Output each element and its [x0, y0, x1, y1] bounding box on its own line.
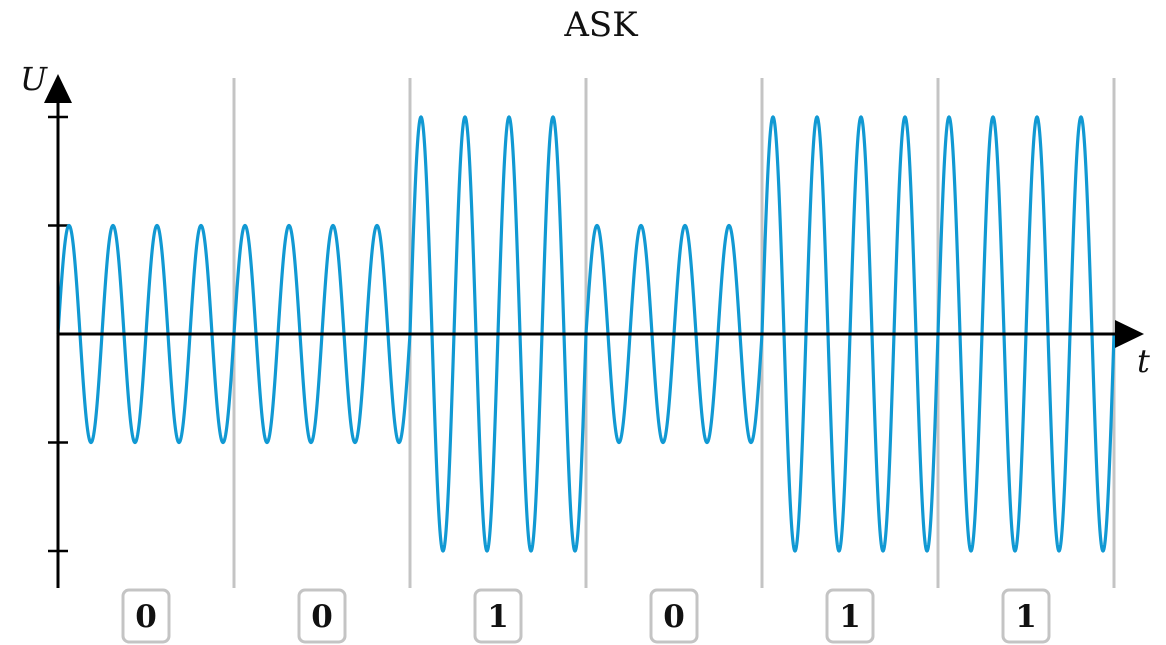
x-axis-label: t	[1137, 342, 1150, 380]
bit-box-frame	[121, 588, 171, 644]
y-axis-label: U	[20, 60, 48, 98]
x-axis-arrowhead	[1115, 320, 1144, 348]
bit-box-frame	[825, 588, 875, 644]
bit-value: 1	[487, 599, 509, 635]
bit-value: 0	[135, 599, 157, 635]
bit-label-box: 0	[649, 588, 699, 644]
bit-value: 1	[1015, 599, 1037, 635]
bit-label-box: 1	[1001, 588, 1051, 644]
bit-box-frame	[649, 588, 699, 644]
bit-box-frame	[297, 588, 347, 644]
bit-labels: 0 0 1 0 1 1	[121, 588, 1051, 644]
bit-label-box: 1	[473, 588, 523, 644]
bit-box-frame	[1001, 588, 1051, 644]
bit-value: 0	[311, 599, 333, 635]
bit-value: 0	[663, 599, 685, 635]
diagram-title: ASK	[563, 5, 638, 45]
bit-box-frame	[473, 588, 523, 644]
bit-label-box: 1	[825, 588, 875, 644]
bit-label-box: 0	[297, 588, 347, 644]
bit-label-box: 0	[121, 588, 171, 644]
bit-value: 1	[839, 599, 861, 635]
y-axis-arrowhead	[44, 74, 72, 103]
